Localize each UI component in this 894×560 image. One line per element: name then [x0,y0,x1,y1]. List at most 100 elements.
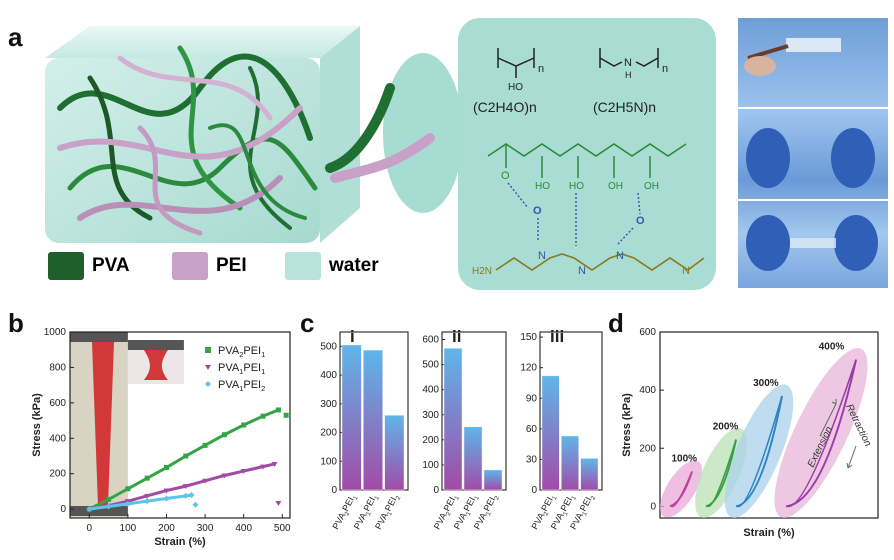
pei-chain [495,253,705,271]
y-tick-label: 30 [526,454,538,465]
data-point-PVA1PEI1 [275,500,282,506]
y-tick-label: 400 [320,370,337,381]
pei-repeat-unit [599,48,659,68]
bar-PVA2PEI1 [541,375,560,491]
subplot-title-ii: ii [452,327,461,346]
pei-h-label: H [625,70,632,80]
x-tick-label: 300 [197,523,214,534]
subplot-title-iii: iii [550,327,564,346]
y-tick-label: 400 [49,433,66,444]
loop-label-100%: 100% [672,454,698,465]
loop-label-300%: 300% [753,378,779,389]
series-line-PVA1PEI1 [89,462,275,511]
bar-PVA1PEI1 [463,426,483,491]
y-tick-label: 90 [526,393,538,404]
y-tick-label: 300 [422,410,439,421]
pva-chain [487,143,687,157]
y-tick-label: 800 [49,362,66,373]
loop-label-400%: 400% [819,342,845,353]
legend-label-PVA1PEI1: PVA1PEI1 [218,362,265,376]
y-tick-label: 60 [526,424,538,435]
unloading-curve-100% [671,471,693,508]
plot-frame [659,331,879,519]
panel-label-a: a [8,22,23,52]
y-tick-label: 500 [422,360,439,371]
pei-n-2: N [578,265,586,277]
legend-water: water [285,252,379,280]
y-tick-label: 1000 [44,327,67,338]
pva-swatch-cube [48,252,84,280]
upper-grip [70,332,128,342]
zoom-bubble [383,53,460,213]
y-tick-label: 600 [49,398,66,409]
legend-marker-PVA2PEI1 [205,347,211,353]
y-tick-label: 300 [320,399,337,410]
panel-label-c: c [300,308,315,338]
data-point-PVA2PEI1 [283,412,289,418]
photo-content [738,38,888,271]
pei-n-3: N [616,250,624,262]
pva-oh-4: OH [608,181,623,192]
legend-pei: PEI [172,252,247,280]
panel-label-d: d [608,308,624,338]
stretched-specimen [92,342,114,506]
legend-label-PVA1PEI2: PVA1PEI2 [218,379,265,393]
inset-upper-grip [127,340,184,350]
pva-oh-label: HO [508,82,523,93]
stress-strain-chart: 0 100 200 300 400 500 0 200 400 600 800 1000 Strain … [31,327,291,548]
y-tick-label: 600 [639,327,656,338]
y-tick-label: 150 [520,332,537,343]
pva-n-subscript: n [538,63,544,75]
x-tick-label: 200 [158,523,175,534]
extension-arrow [819,403,837,437]
unloading-curve-200% [707,439,737,508]
y-tick-label: 0 [531,485,537,496]
unloading-curve-300% [737,395,783,508]
pei-swatch-cube [172,252,208,280]
subplot-title-i: i [350,327,355,346]
y-tick-label: 0 [433,485,439,496]
plot-frame [69,331,291,519]
bar-PVA2PEI1 [341,344,362,491]
loop-label-200%: 200% [713,422,739,433]
pva-ho-3: HO [569,181,584,192]
y-tick-label: 200 [639,443,656,454]
pei-n-subscript: n [662,63,668,75]
bar-PVA1PEI2 [580,458,599,491]
bar-PVA1PEI2 [483,469,503,491]
bar-charts: i0100200300400500PVA2PEI1PVA1PEI1PVA1PEI… [320,327,603,531]
x-tick-label: 400 [235,523,252,534]
cube-side-face [320,26,360,243]
pva-ho-2: HO [535,181,550,192]
y-tick-label: 400 [639,385,656,396]
pva-repeat-unit [497,48,535,78]
retraction-arrowhead [846,462,853,469]
y-tick-label: 100 [422,460,439,471]
y-tick-label: 200 [422,435,439,446]
panel-label-b: b [8,308,24,338]
pei-formula: (C2H5N)n [593,99,656,115]
y-tick-label: 120 [520,363,537,374]
y-tick-label: 0 [60,504,66,515]
legend-pva-label: PVA [92,255,130,276]
extension-arrowhead [831,399,837,405]
y-tick-label: 200 [320,428,337,439]
x-tick-label: 500 [274,523,291,534]
x-tick-label: 0 [87,523,93,534]
legend-label-PVA2PEI1: PVA2PEI1 [218,345,265,359]
loading-curve-200% [705,439,737,508]
cube-top-face [45,26,360,58]
hydrogen-bond-schematic [458,18,716,290]
cyclic-loading-chart: 0 200 400 600 Strain (%) Stress (kPa) 100% 200%… [621,327,879,539]
inset-specimen [143,350,168,380]
y-tick-label: 400 [422,385,439,396]
y-tick-label: 200 [49,469,66,480]
y-axis-label: Stress (kPa) [621,393,633,457]
y-tick-label: 0 [650,501,656,512]
pei-n-1: N [538,250,546,262]
hydrogel-photo-strip [738,18,888,288]
pei-n-4: N [682,265,690,277]
series-line-PVA1PEI2 [89,493,192,511]
pei-nh-label: N [624,57,632,69]
pei-h2n-label: H2N [472,266,492,277]
